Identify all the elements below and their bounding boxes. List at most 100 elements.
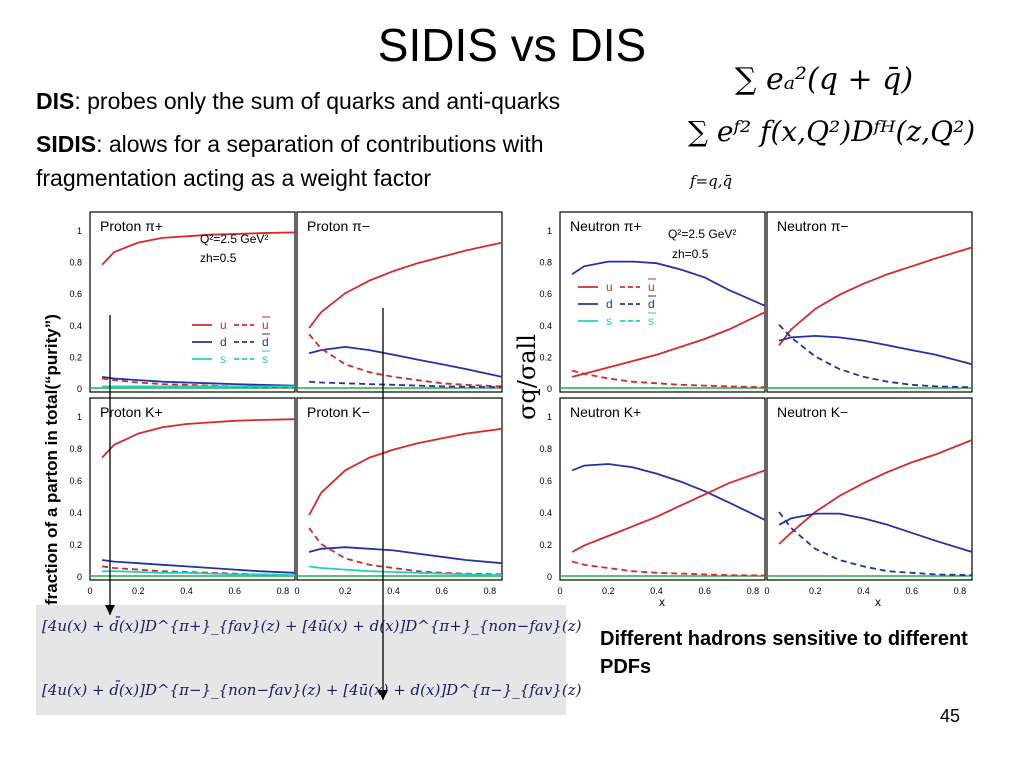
legend-label-d: d [606,297,613,311]
legend-label-sbar: s [262,352,268,366]
x-tick-label: 0 [87,586,92,596]
sidis-formula-subscript: f=q,q̄ [690,172,733,190]
curve-u [778,439,973,545]
curve-dbar [778,324,973,389]
legend-label-u: u [606,280,613,294]
x-tick-label: 0.4 [180,586,193,596]
sidis-line-2: fragmentation acting as a weight factor [36,165,432,191]
y-tick-label: 0.8 [69,258,82,268]
x-tick-label: 0.8 [484,586,497,596]
y-tick-label: 0.8 [69,444,82,454]
panel-frame [766,397,973,581]
y-tick-label: 0.4 [539,321,552,331]
curve-ubar [308,333,503,388]
panel-title: Proton π+ [100,218,163,234]
legend-label-s: s [606,314,612,328]
x-tick-label: 0.6 [698,586,711,596]
formula-box: [4u(x) + d̄(x)]D^{π+}_{fav}(z) + [4ū(x) … [36,605,581,715]
x-tick-label: 0.2 [132,586,145,596]
curve-d [308,345,503,378]
panel-title: Neutron π− [777,218,849,234]
curve-ubar [571,369,766,389]
legend-label-dbar: d [648,297,655,311]
x-tick-label: 0.8 [954,586,967,596]
sidis-text: : alows for a separation of contribution… [96,131,544,157]
curve-u [101,418,296,459]
y-tick-label: 1 [77,412,82,422]
x-tick-label: 0.2 [339,586,352,596]
panel-title: Neutron K− [777,404,848,420]
dis-line: DIS: probes only the sum of quarks and a… [36,88,560,115]
panel-frame [766,211,973,393]
x-tick-label: 0.4 [387,586,400,596]
curve-d [101,376,296,387]
y-tick-label: 0.8 [539,258,552,268]
curve-ubar [101,377,296,389]
panel-frame [296,211,503,393]
x-axis-label: x [659,595,665,609]
legend-label-u: u [220,318,227,332]
y-tick-label: 0.4 [69,321,82,331]
legend-label-s: s [220,352,226,366]
legend-label-sbar: s [648,314,654,328]
dis-formula: ∑ eₐ²(q + q̄) [735,62,914,97]
x-tick-label: 0.8 [277,586,290,596]
legend-label-ubar: u [262,318,269,332]
y-tick-label: 0.2 [69,352,82,362]
panel-frame [296,397,503,581]
legend-label-d: d [220,335,227,349]
formula-pi-minus: [4u(x) + d̄(x)]D^{π−}_{non−fav}(z) + [4ū… [42,681,582,699]
panel-frame [89,397,296,581]
q2-label: Q²=2.5 GeV² [668,227,736,241]
y-tick-label: 0.6 [69,289,82,299]
curve-u [308,427,503,516]
y-tick-label: 0.6 [69,476,82,486]
arrow-head [378,690,388,700]
conclusion-text: Different hadrons sensitive to different… [600,628,968,678]
panel-title: Neutron π+ [570,218,642,234]
panel-title: Proton K− [307,404,370,420]
curve-d [778,512,973,553]
x-tick-label: 0 [294,586,299,596]
x-tick-label: 0.2 [602,586,615,596]
x-tick-label: 0.4 [650,586,663,596]
curve-ubar [571,560,766,577]
x-tick-label: 0.6 [905,586,918,596]
y-tick-label: 1 [547,226,552,236]
y-tick-label: 1 [77,226,82,236]
curve-dbar [778,511,973,577]
panel-title: Neutron K+ [570,404,641,420]
legend-label-ubar: u [648,280,655,294]
page-number: 45 [940,706,961,726]
dis-term: DIS [36,88,75,114]
panel-frame [559,211,766,393]
x-tick-label: 0.8 [747,586,760,596]
curve-s [308,565,503,577]
panel-title: Proton π− [307,218,370,234]
zh-label: zh=0.5 [200,251,237,265]
zh-label: zh=0.5 [672,247,709,261]
curve-d [571,260,766,307]
x-tick-label: 0.6 [228,586,241,596]
sidis-line: SIDIS: alows for a separation of contrib… [36,131,544,158]
sidis-formula: ∑ eᶠ² f(x,Q²)Dᶠᴴ(z,Q²) [688,115,976,148]
y-tick-label: 1 [547,412,552,422]
y-tick-label: 0.2 [539,540,552,550]
x-tick-label: 0 [764,586,769,596]
x-tick-label: 0 [557,586,562,596]
y-tick-label: 0.4 [69,508,82,518]
y-tick-label: 0 [547,384,552,394]
x-axis-label: x [875,595,881,609]
curve-u [101,231,296,266]
y-tick-label: 0 [77,572,82,582]
panel-frame [559,397,766,581]
curve-u [308,241,503,329]
y-tick-label: 0.6 [539,476,552,486]
y-tick-label: 0.2 [69,540,82,550]
y-tick-label: 0.4 [539,508,552,518]
curve-d [571,463,766,521]
y-tick-label: 0 [77,384,82,394]
y-tick-label: 0.2 [539,352,552,362]
arrow-head [105,605,115,615]
curve-d [778,334,973,366]
